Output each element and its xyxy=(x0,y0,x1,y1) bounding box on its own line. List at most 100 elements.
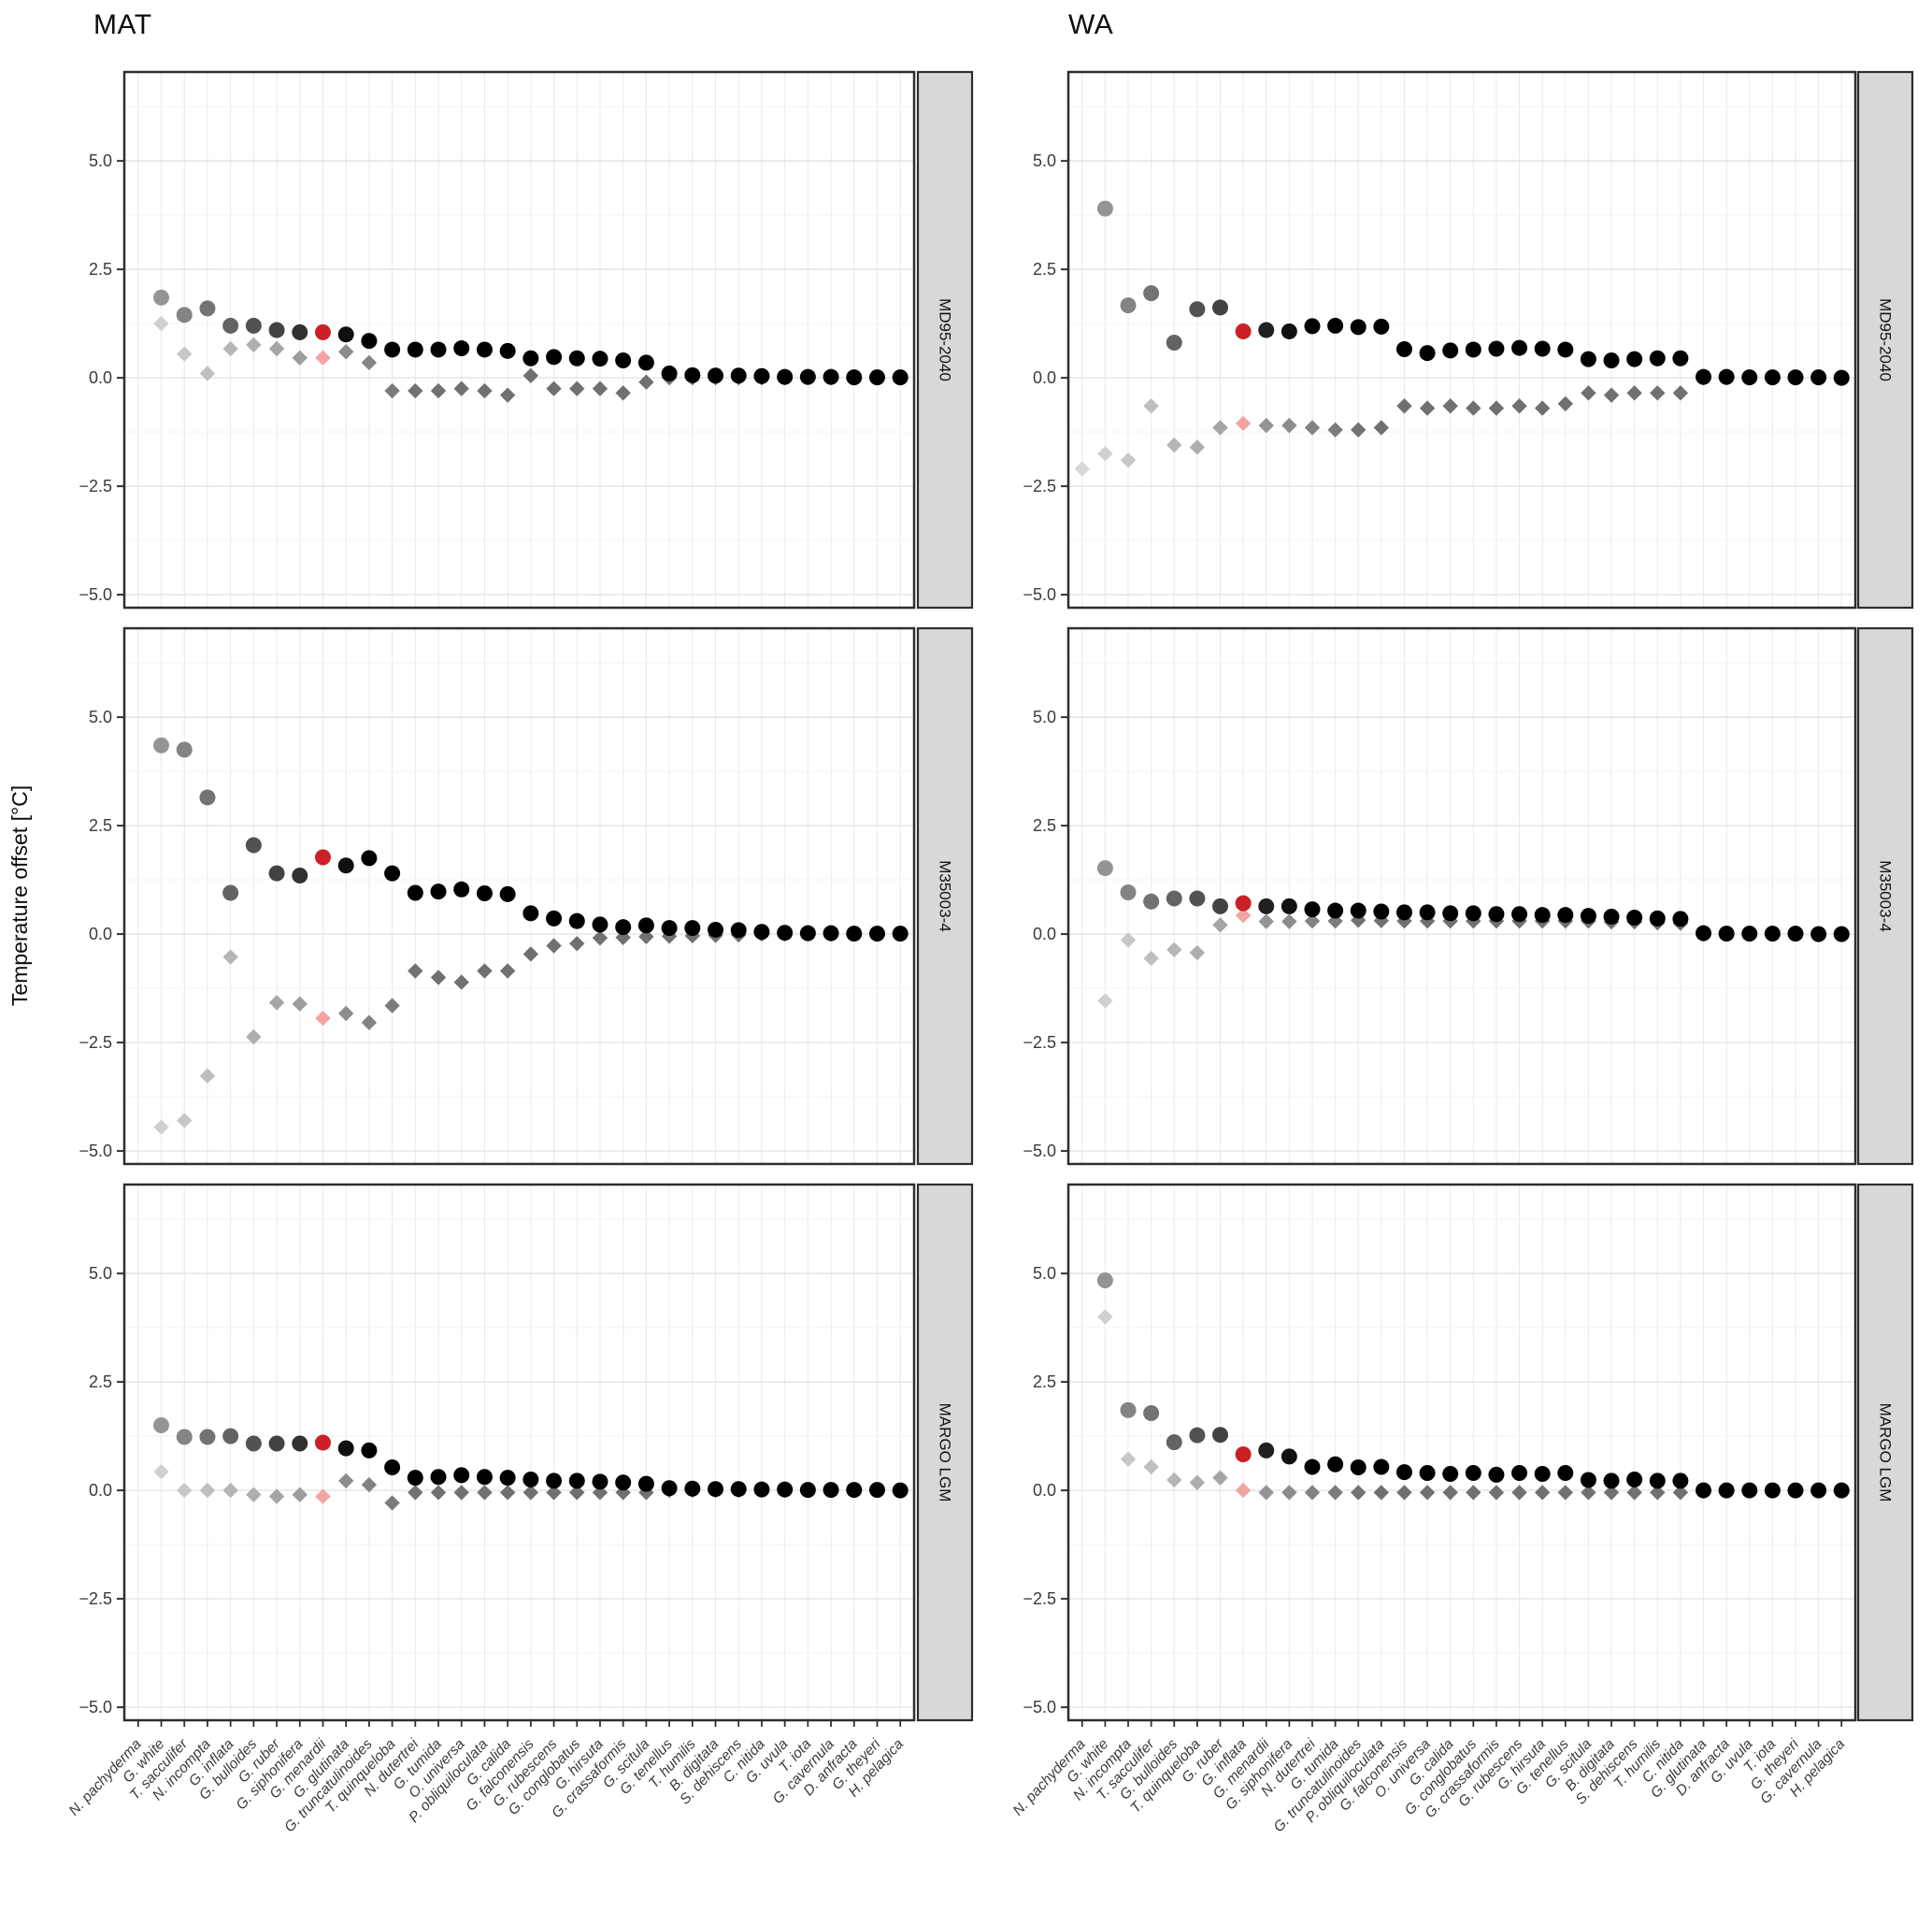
data-point-diamond xyxy=(199,1482,216,1499)
data-point-circle xyxy=(1810,1482,1827,1499)
data-point-circle xyxy=(592,1473,608,1490)
column-title-mat: MAT xyxy=(93,9,152,40)
data-point-diamond xyxy=(1373,420,1390,436)
data-point-circle xyxy=(1465,341,1481,358)
y-tick-label: −2.5 xyxy=(1023,477,1056,496)
data-point-diamond xyxy=(1419,400,1436,416)
data-point-circle xyxy=(337,326,354,343)
data-point-circle xyxy=(476,884,493,901)
data-point-diamond xyxy=(315,350,331,366)
data-point-circle xyxy=(1557,1465,1574,1482)
data-point-circle xyxy=(1696,925,1712,941)
data-point-circle xyxy=(684,1480,701,1497)
y-tick-label: 5.0 xyxy=(1033,708,1056,726)
data-point-circle xyxy=(268,865,285,882)
data-point-circle xyxy=(268,322,285,338)
data-point-circle xyxy=(1281,898,1297,914)
data-point-diamond xyxy=(522,946,539,962)
data-point-diamond xyxy=(1650,1485,1666,1501)
data-point-circle xyxy=(892,1482,909,1499)
data-point-circle xyxy=(1557,341,1574,358)
data-point-circle xyxy=(1603,1472,1620,1489)
data-point-circle xyxy=(430,883,447,900)
data-point-circle xyxy=(245,837,262,854)
data-point-circle xyxy=(753,367,770,384)
data-point-diamond xyxy=(1212,1470,1228,1486)
data-point-circle xyxy=(384,341,401,358)
data-point-circle xyxy=(1189,1427,1206,1444)
data-point-diamond xyxy=(1143,398,1159,414)
column-title-wa: WA xyxy=(1068,9,1114,40)
y-tick-label: 0.0 xyxy=(89,1481,112,1500)
data-point-circle xyxy=(1373,1458,1390,1475)
data-point-diamond xyxy=(1189,944,1206,961)
data-point-diamond xyxy=(1258,1485,1274,1501)
data-point-diamond xyxy=(1097,1309,1113,1325)
data-point-circle xyxy=(1211,898,1228,914)
data-point-diamond xyxy=(1304,1485,1321,1501)
data-point-diamond xyxy=(153,315,169,332)
facet-strip-label: M35003-4 xyxy=(1877,860,1895,932)
data-point-diamond xyxy=(453,381,469,396)
data-point-diamond xyxy=(361,1476,378,1493)
panel-border xyxy=(122,1183,916,1722)
data-point-circle xyxy=(176,741,193,758)
data-point-circle xyxy=(823,925,839,941)
facet-strip xyxy=(916,70,974,610)
data-point-diamond xyxy=(1304,420,1321,436)
data-point-diamond xyxy=(1351,1485,1367,1501)
data-point-circle xyxy=(1350,1459,1367,1476)
facet-strip-label: MD95-2040 xyxy=(1877,298,1895,381)
data-point-diamond xyxy=(1419,1485,1436,1501)
data-point-diamond xyxy=(1581,385,1596,401)
data-point-circle xyxy=(1235,1446,1252,1463)
data-point-circle xyxy=(361,850,378,867)
panel-background xyxy=(124,1185,914,1720)
data-point-circle xyxy=(1787,1482,1804,1499)
data-point-diamond xyxy=(1097,446,1113,462)
data-point-circle xyxy=(568,350,585,366)
data-point-circle xyxy=(1649,350,1666,366)
data-point-circle xyxy=(1488,340,1505,357)
data-point-circle xyxy=(637,917,654,934)
data-point-circle xyxy=(1672,911,1689,927)
data-point-circle xyxy=(1096,1272,1113,1289)
data-point-circle xyxy=(1096,200,1113,217)
y-tick-label: −5.0 xyxy=(79,1698,112,1717)
data-point-diamond xyxy=(199,1068,216,1085)
data-point-circle xyxy=(1395,340,1412,357)
data-point-circle xyxy=(777,1481,794,1498)
data-point-circle xyxy=(176,1429,193,1445)
data-point-diamond xyxy=(1442,1485,1458,1501)
data-point-diamond xyxy=(1258,417,1274,434)
data-point-circle xyxy=(1189,890,1206,907)
data-point-diamond xyxy=(1603,1485,1620,1501)
data-point-circle xyxy=(1327,317,1344,334)
data-point-circle xyxy=(1741,926,1758,942)
data-point-diamond xyxy=(1166,437,1182,453)
data-point-circle xyxy=(199,789,216,806)
data-point-circle xyxy=(453,881,470,898)
data-point-circle xyxy=(868,369,885,386)
data-point-circle xyxy=(1120,884,1137,901)
data-point-circle xyxy=(1534,1465,1551,1482)
facet-strip xyxy=(1856,1183,1914,1722)
facet-strip xyxy=(916,626,974,1166)
y-tick-label: 0.0 xyxy=(1033,1481,1056,1500)
data-point-circle xyxy=(453,340,470,357)
data-point-diamond xyxy=(1235,415,1252,432)
data-point-circle xyxy=(1833,369,1850,386)
data-point-diamond xyxy=(499,1485,516,1501)
data-point-circle xyxy=(684,920,701,937)
data-point-circle xyxy=(1258,898,1275,914)
data-point-circle xyxy=(1626,1471,1643,1487)
data-point-diamond xyxy=(1212,420,1228,436)
data-point-circle xyxy=(1304,901,1321,918)
data-point-circle xyxy=(1580,351,1596,367)
data-point-diamond xyxy=(1373,1485,1390,1501)
data-point-circle xyxy=(777,368,794,385)
y-tick-label: 0.0 xyxy=(1033,925,1056,943)
data-point-circle xyxy=(1580,1472,1596,1488)
